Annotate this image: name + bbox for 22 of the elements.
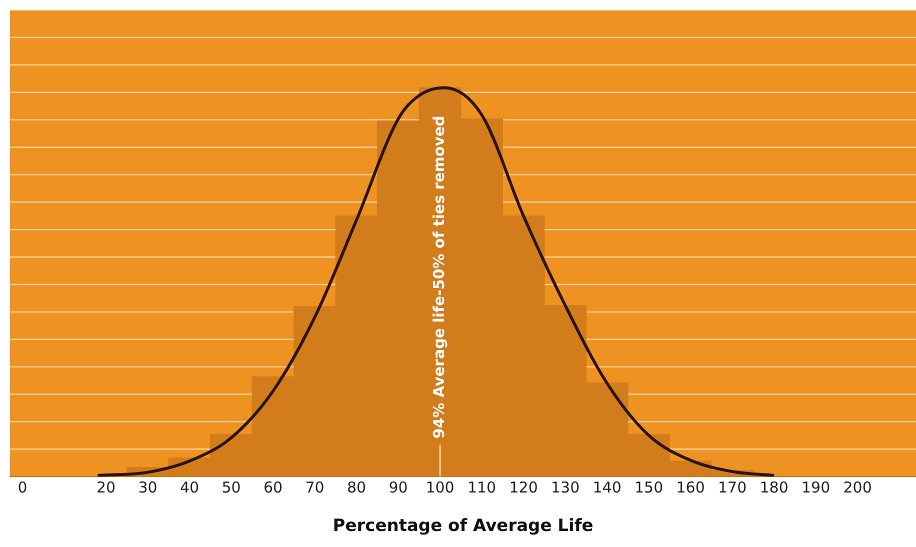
x-tick-label: 120 (509, 478, 538, 496)
x-tick-label: 160 (676, 478, 705, 496)
x-tick-label: 110 (467, 478, 496, 496)
x-tick-label: 170 (718, 478, 747, 496)
ref-line-label: 94% Average life-50% of ties removed (430, 116, 448, 439)
x-tick-label: 190 (801, 478, 830, 496)
x-tick-label: 30 (138, 478, 158, 496)
x-tick-label: 60 (263, 478, 283, 496)
x-tick-label: 20 (96, 478, 116, 496)
x-tick-label: 150 (634, 478, 664, 496)
x-tick-label: 70 (305, 478, 324, 496)
x-tick-label: 100 (426, 478, 454, 496)
x-axis-title: Percentage of Average Life (332, 516, 594, 536)
x-tick-label: 200 (843, 478, 872, 496)
x-tick-label: 130 (550, 478, 580, 496)
x-tick-label: 90 (388, 478, 408, 496)
x-tick-label: 40 (180, 478, 200, 496)
x-tick-label: 140 (592, 478, 622, 496)
x-tick-label: 80 (346, 478, 366, 496)
x-tick-label: 50 (222, 478, 241, 496)
x-tick-label: 0 (18, 478, 28, 496)
x-tick-label: 180 (760, 478, 788, 496)
